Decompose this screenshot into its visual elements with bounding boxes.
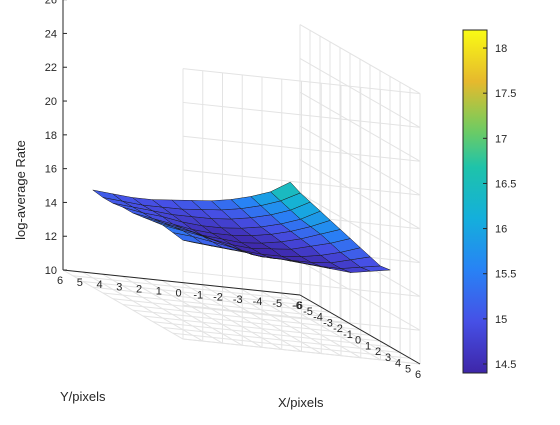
surface-layer [92, 181, 391, 273]
y-tick-label: 3 [116, 281, 122, 293]
x-tick-label: -3 [323, 317, 333, 329]
z-tick-label: 12 [45, 231, 57, 243]
colorbar-tick-label: 17.5 [495, 88, 516, 100]
z-tick-label: 20 [45, 96, 57, 108]
surface-patch [92, 189, 123, 202]
x-tick-label: -4 [313, 312, 323, 324]
colorbar: 14.5 15 15.5 16 16.5 17 17.5 18 [462, 29, 516, 374]
x-tick-label: -1 [343, 329, 353, 341]
z-tick-label: 16 [45, 164, 57, 176]
colorbar-gradient [462, 29, 488, 374]
colorbar-tick-label: 16.5 [495, 178, 516, 190]
y-tick-label: 2 [136, 283, 142, 295]
x-tick-label: 1 [365, 340, 371, 352]
x-tick-label: 6 [415, 369, 421, 381]
x-tick-label: 5 [405, 363, 411, 375]
x-tick-label: 0 [355, 335, 361, 347]
y-tick-label: -3 [233, 294, 243, 306]
colorbar-tick-label: 15.5 [495, 269, 516, 281]
y-tick-label: 4 [96, 279, 102, 291]
z-axis-label: log-average Rate [13, 140, 28, 240]
y-tick-label: 1 [156, 285, 162, 297]
z-tick-label: 26 [45, 0, 57, 7]
colorbar-tick-label: 16 [495, 224, 507, 236]
y-tick-label: 5 [77, 277, 83, 289]
colorbar-tick-label: 14.5 [495, 359, 516, 371]
y-tick-label: -4 [253, 296, 263, 308]
x-axis-label: X/pixels [278, 395, 324, 410]
y-tick-label: 0 [175, 288, 181, 300]
z-tick-label: 24 [45, 28, 57, 40]
colorbar-tick-label: 15 [495, 314, 507, 326]
x-tick-label: 3 [385, 352, 391, 364]
x-tick-label: -6 [293, 300, 303, 312]
z-tick-label: 14 [45, 197, 57, 209]
colorbar-tick-label: 17 [495, 133, 507, 145]
y-tick-label: -5 [272, 298, 282, 310]
colorbar-tick-label: 18 [495, 43, 507, 55]
axes-layer [62, 0, 421, 365]
x-tick-label: 4 [395, 358, 401, 370]
z-tick-label: 18 [45, 130, 57, 142]
x-tick-label: 2 [375, 346, 381, 358]
y-axis-label: Y/pixels [60, 389, 106, 404]
y-tick-label: -2 [213, 292, 223, 304]
grid-layer [62, 24, 421, 365]
y-tick-label: -6 [292, 300, 302, 312]
z-tick-label: 10 [45, 265, 57, 277]
x-tick-label: -5 [303, 306, 313, 318]
y-tick-label: 6 [57, 275, 63, 287]
y-tick-label: -1 [193, 290, 203, 302]
x-tick-label: -2 [333, 323, 343, 335]
z-tick-label: 22 [45, 62, 57, 74]
